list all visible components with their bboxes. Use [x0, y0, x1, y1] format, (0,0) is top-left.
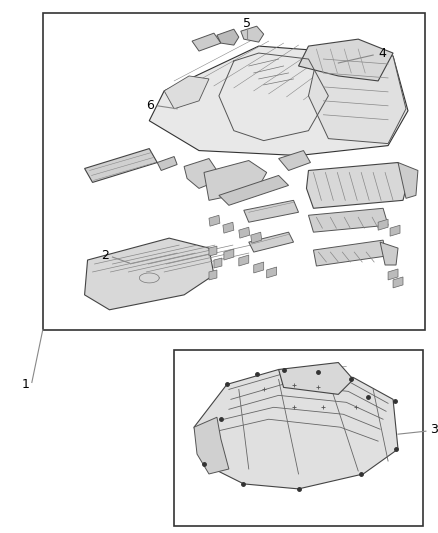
Polygon shape [85, 149, 157, 182]
Polygon shape [164, 76, 209, 109]
Polygon shape [224, 249, 234, 260]
Polygon shape [239, 227, 250, 238]
Polygon shape [299, 39, 393, 81]
Polygon shape [390, 225, 400, 236]
Polygon shape [398, 163, 418, 198]
Polygon shape [209, 246, 217, 256]
Polygon shape [204, 160, 267, 200]
Polygon shape [239, 255, 249, 266]
Polygon shape [217, 29, 239, 45]
Polygon shape [194, 369, 398, 489]
Polygon shape [192, 33, 221, 51]
Polygon shape [241, 26, 264, 42]
Bar [174, 350, 423, 526]
Polygon shape [219, 175, 289, 205]
Polygon shape [267, 267, 277, 278]
Bar [43, 13, 425, 330]
Polygon shape [307, 163, 408, 208]
Polygon shape [249, 232, 293, 252]
Text: 4: 4 [378, 46, 386, 60]
Text: 1: 1 [22, 378, 30, 391]
Polygon shape [279, 362, 353, 394]
Polygon shape [251, 232, 261, 243]
Polygon shape [157, 157, 177, 171]
Polygon shape [209, 215, 220, 226]
Polygon shape [149, 46, 408, 156]
Polygon shape [378, 219, 388, 230]
Polygon shape [85, 238, 214, 310]
Polygon shape [314, 240, 386, 266]
Polygon shape [308, 208, 388, 232]
Text: 2: 2 [102, 248, 110, 262]
Polygon shape [279, 151, 311, 171]
Polygon shape [223, 222, 234, 233]
Polygon shape [380, 242, 398, 265]
Polygon shape [214, 258, 222, 268]
Polygon shape [184, 158, 217, 188]
Polygon shape [388, 269, 398, 280]
Text: 3: 3 [430, 423, 438, 435]
Polygon shape [254, 262, 264, 273]
Polygon shape [393, 277, 403, 288]
Polygon shape [244, 200, 299, 222]
Text: 5: 5 [243, 17, 251, 30]
Text: 6: 6 [146, 99, 154, 112]
Polygon shape [308, 51, 406, 143]
Polygon shape [194, 417, 229, 474]
Polygon shape [209, 270, 217, 280]
